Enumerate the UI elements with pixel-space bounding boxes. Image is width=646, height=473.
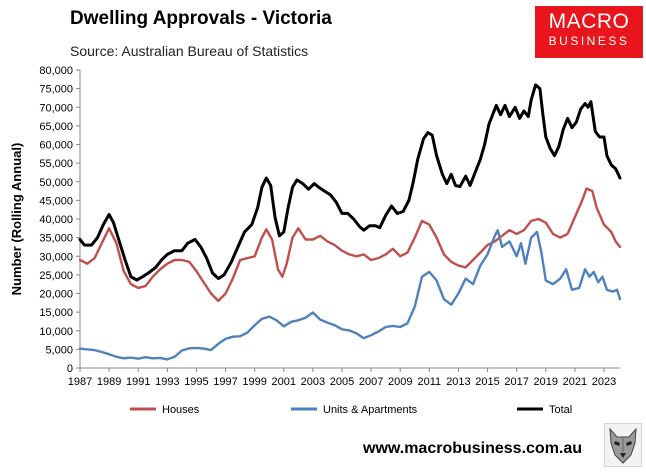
y-tick-label: 35,000: [39, 233, 73, 245]
x-tick-label: 2015: [475, 376, 499, 388]
x-tick-label: 2019: [534, 376, 558, 388]
y-tick-label: 10,000: [39, 326, 73, 338]
y-tick-label: 30,000: [39, 251, 73, 263]
series-line-houses: [78, 187, 622, 303]
y-tick-label: 0: [67, 363, 73, 375]
x-tick-label: 2005: [330, 376, 354, 388]
x-tick-label: 2021: [563, 376, 587, 388]
x-tick-label: 2013: [446, 376, 470, 388]
y-tick-label: 20,000: [39, 289, 73, 301]
y-tick-label: 15,000: [39, 307, 73, 319]
x-tick-label: 1995: [184, 376, 208, 388]
y-tick-label: 55,000: [39, 158, 73, 170]
x-tick-label: 1997: [213, 376, 237, 388]
x-tick-label: 2007: [359, 376, 383, 388]
x-tick-label: 1991: [126, 376, 150, 388]
legend-label: Total: [549, 404, 572, 416]
y-tick-label: 70,000: [39, 102, 73, 114]
chart-title: Dwelling Approvals - Victoria: [70, 8, 332, 29]
y-tick-label: 60,000: [39, 140, 73, 152]
legend-label: Houses: [162, 404, 200, 416]
y-tick-label: 25,000: [39, 270, 73, 282]
y-axis-label: Number (Rolling Annual): [9, 143, 24, 296]
legend-label: Units & Apartments: [323, 404, 418, 416]
wolf-icon: [603, 422, 643, 468]
x-tick-label: 2009: [388, 376, 412, 388]
x-tick-label: 1993: [155, 376, 179, 388]
x-tick-label: 2003: [301, 376, 325, 388]
y-tick-label: 80,000: [39, 65, 73, 77]
y-tick-label: 45,000: [39, 195, 73, 207]
x-tick-label: 2023: [592, 376, 616, 388]
y-tick-label: 65,000: [39, 121, 73, 133]
x-tick-label: 2017: [504, 376, 528, 388]
logo-line-2: BUSINESS: [548, 34, 630, 48]
y-tick-label: 75,000: [39, 84, 73, 96]
logo-line-1: MACRO: [548, 10, 630, 33]
x-tick-label: 2011: [417, 376, 441, 388]
x-tick-label: 2001: [272, 376, 296, 388]
macrobusiness-logo: MACRO BUSINESS: [535, 6, 643, 58]
y-tick-label: 50,000: [39, 177, 73, 189]
y-tick-label: 40,000: [39, 214, 73, 226]
x-tick-label: 1999: [242, 376, 266, 388]
series-line-total: [78, 83, 622, 282]
footer-url: www.macrobusiness.com.au: [363, 440, 583, 457]
series-line-units-apartments: [78, 229, 622, 361]
y-tick-label: 5,000: [45, 344, 73, 356]
chart-source: Source: Australian Bureau of Statistics: [70, 43, 309, 59]
x-tick-label: 1989: [97, 376, 121, 388]
x-tick-label: 1987: [68, 376, 92, 388]
